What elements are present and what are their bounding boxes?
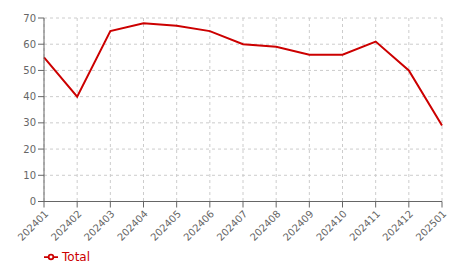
svg-text:202411: 202411 xyxy=(347,208,382,243)
svg-text:202412: 202412 xyxy=(380,208,415,243)
svg-text:50: 50 xyxy=(23,65,36,76)
svg-text:60: 60 xyxy=(23,39,36,50)
svg-text:202405: 202405 xyxy=(148,208,183,243)
svg-text:202409: 202409 xyxy=(281,208,316,243)
svg-text:20: 20 xyxy=(23,144,36,155)
svg-text:202401: 202401 xyxy=(16,208,51,243)
svg-text:40: 40 xyxy=(23,91,36,102)
svg-text:202403: 202403 xyxy=(82,208,117,243)
svg-text:10: 10 xyxy=(23,170,36,181)
svg-text:202501: 202501 xyxy=(414,208,449,243)
svg-text:202408: 202408 xyxy=(248,208,283,243)
svg-text:202407: 202407 xyxy=(215,208,250,243)
svg-text:202404: 202404 xyxy=(115,208,150,243)
svg-text:30: 30 xyxy=(23,117,36,128)
svg-text:202402: 202402 xyxy=(49,208,84,243)
html-text:Total: Total xyxy=(62,249,90,264)
svg-text:202410: 202410 xyxy=(314,208,349,243)
svg-text:202406: 202406 xyxy=(181,208,216,243)
svg-text:0: 0 xyxy=(30,196,36,207)
svg-text:70: 70 xyxy=(23,13,36,24)
